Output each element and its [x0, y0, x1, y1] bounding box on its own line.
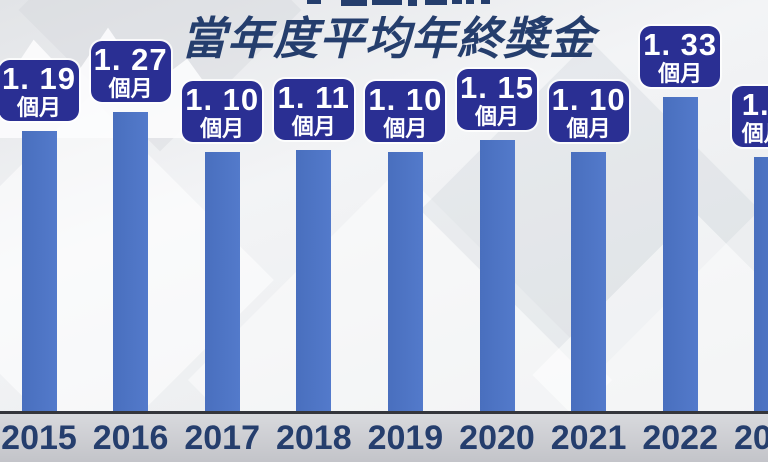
cropped-text-fragment — [408, 0, 417, 6]
cropped-text-fragment — [425, 0, 447, 5]
unit-text: 個月 — [108, 75, 153, 101]
cropped-text-fragment — [307, 0, 321, 4]
year-label-2021: 2021 — [550, 419, 627, 457]
value-label-2015: 1. 19 個月 — [0, 60, 79, 121]
value-text: 1. 33 — [643, 26, 718, 62]
unit-text: 個月 — [658, 60, 703, 86]
unit-text: 個月 — [383, 115, 428, 141]
x-axis-band — [0, 414, 768, 462]
value-text: 1. 11 — [277, 79, 350, 115]
year-label-2016: 2016 — [92, 419, 169, 457]
value-label-2018: 1. 11 個月 — [273, 79, 354, 140]
chart-title: 當年度平均年終獎金 — [181, 13, 596, 64]
year-label-2017: 2017 — [184, 419, 260, 457]
value-text: 1. 27 — [93, 41, 168, 77]
bar-2021 — [571, 152, 607, 414]
value-label-2017: 1. 10 個月 — [182, 81, 263, 142]
year-label-2018: 2018 — [275, 419, 352, 457]
x-axis-line — [0, 411, 768, 414]
bar-2019 — [387, 152, 423, 414]
value-label-2016: 1. 27 個月 — [90, 41, 171, 102]
value-text: 1. 10 — [185, 81, 260, 117]
value-text: 1. 10 — [368, 81, 443, 117]
unit-text: 個月 — [200, 115, 245, 141]
value-text: 1. 15 — [460, 69, 534, 105]
unit-text: 個月 — [566, 115, 611, 141]
value-label-2022: 1. 33 個月 — [640, 26, 721, 87]
value-label-2023: 1.個月 — [731, 86, 768, 147]
value-label-2019: 1. 10 個月 — [365, 81, 446, 142]
cropped-text-fragment — [372, 0, 402, 5]
unit-text: 個月 — [291, 113, 336, 139]
value-text: 1. 10 — [551, 81, 626, 117]
year-label-2015: 2015 — [1, 419, 77, 457]
value-text: 1. — [741, 86, 768, 122]
bar-2015 — [21, 131, 57, 414]
year-label-2022: 2022 — [642, 419, 718, 457]
value-label-2021: 1. 10 個月 — [548, 81, 629, 142]
cropped-text-fragment — [452, 0, 462, 4]
year-label-2019: 2019 — [367, 419, 444, 457]
bar-2022 — [662, 97, 698, 414]
bar-2018 — [296, 150, 332, 414]
bar-2016 — [113, 112, 149, 414]
unit-text: 個月 — [741, 120, 768, 146]
year-label-2020: 2020 — [459, 419, 535, 457]
bar-2020 — [479, 140, 515, 414]
cropped-text-fragment — [481, 0, 490, 4]
value-text: 1. 19 — [2, 60, 76, 96]
year-label-2023: 2023 — [733, 419, 768, 457]
value-label-2020: 1. 15 個月 — [457, 69, 537, 130]
bar-2017 — [204, 152, 240, 414]
unit-text: 個月 — [474, 103, 519, 129]
bar-2023 — [754, 157, 768, 414]
unit-text: 個月 — [16, 94, 61, 120]
cropped-text-fragment — [466, 0, 474, 4]
cropped-text-fragment — [341, 0, 367, 6]
